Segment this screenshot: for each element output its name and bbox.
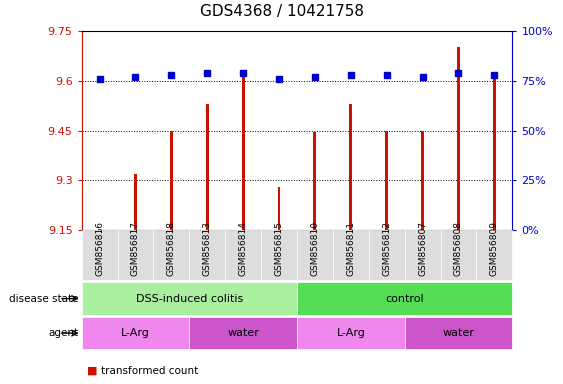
Text: transformed count: transformed count (101, 366, 199, 376)
Text: GSM856813: GSM856813 (203, 222, 212, 276)
Text: L-Arg: L-Arg (336, 328, 365, 338)
Text: GSM856809: GSM856809 (490, 222, 499, 276)
Text: GSM856810: GSM856810 (310, 222, 319, 276)
Bar (170, 131, 173, 230)
Text: water: water (227, 328, 259, 338)
Text: GSM856817: GSM856817 (131, 222, 140, 276)
Bar (278, 187, 280, 230)
Text: GSM856816: GSM856816 (95, 222, 104, 276)
Text: ■: ■ (87, 366, 98, 376)
Text: control: control (385, 293, 424, 304)
Bar (314, 132, 316, 230)
Bar (493, 77, 496, 230)
Bar (457, 47, 460, 230)
Text: GDS4368 / 10421758: GDS4368 / 10421758 (199, 4, 364, 19)
Text: GSM856818: GSM856818 (167, 222, 176, 276)
Bar (98, 229, 101, 230)
Text: GSM856808: GSM856808 (454, 222, 463, 276)
Text: water: water (443, 328, 475, 338)
Text: GSM856811: GSM856811 (346, 222, 355, 276)
Text: DSS-induced colitis: DSS-induced colitis (136, 293, 243, 304)
Bar (385, 131, 388, 230)
Text: GSM856812: GSM856812 (382, 222, 391, 276)
Bar (242, 74, 244, 230)
Bar (134, 174, 137, 230)
Bar (350, 104, 352, 230)
Bar (206, 104, 209, 230)
Text: GSM856807: GSM856807 (418, 222, 427, 276)
Text: agent: agent (48, 328, 79, 338)
Text: GSM856815: GSM856815 (275, 222, 284, 276)
Text: GSM856814: GSM856814 (239, 222, 248, 276)
Text: disease state: disease state (10, 293, 79, 304)
Text: L-Arg: L-Arg (121, 328, 150, 338)
Bar (421, 131, 424, 230)
